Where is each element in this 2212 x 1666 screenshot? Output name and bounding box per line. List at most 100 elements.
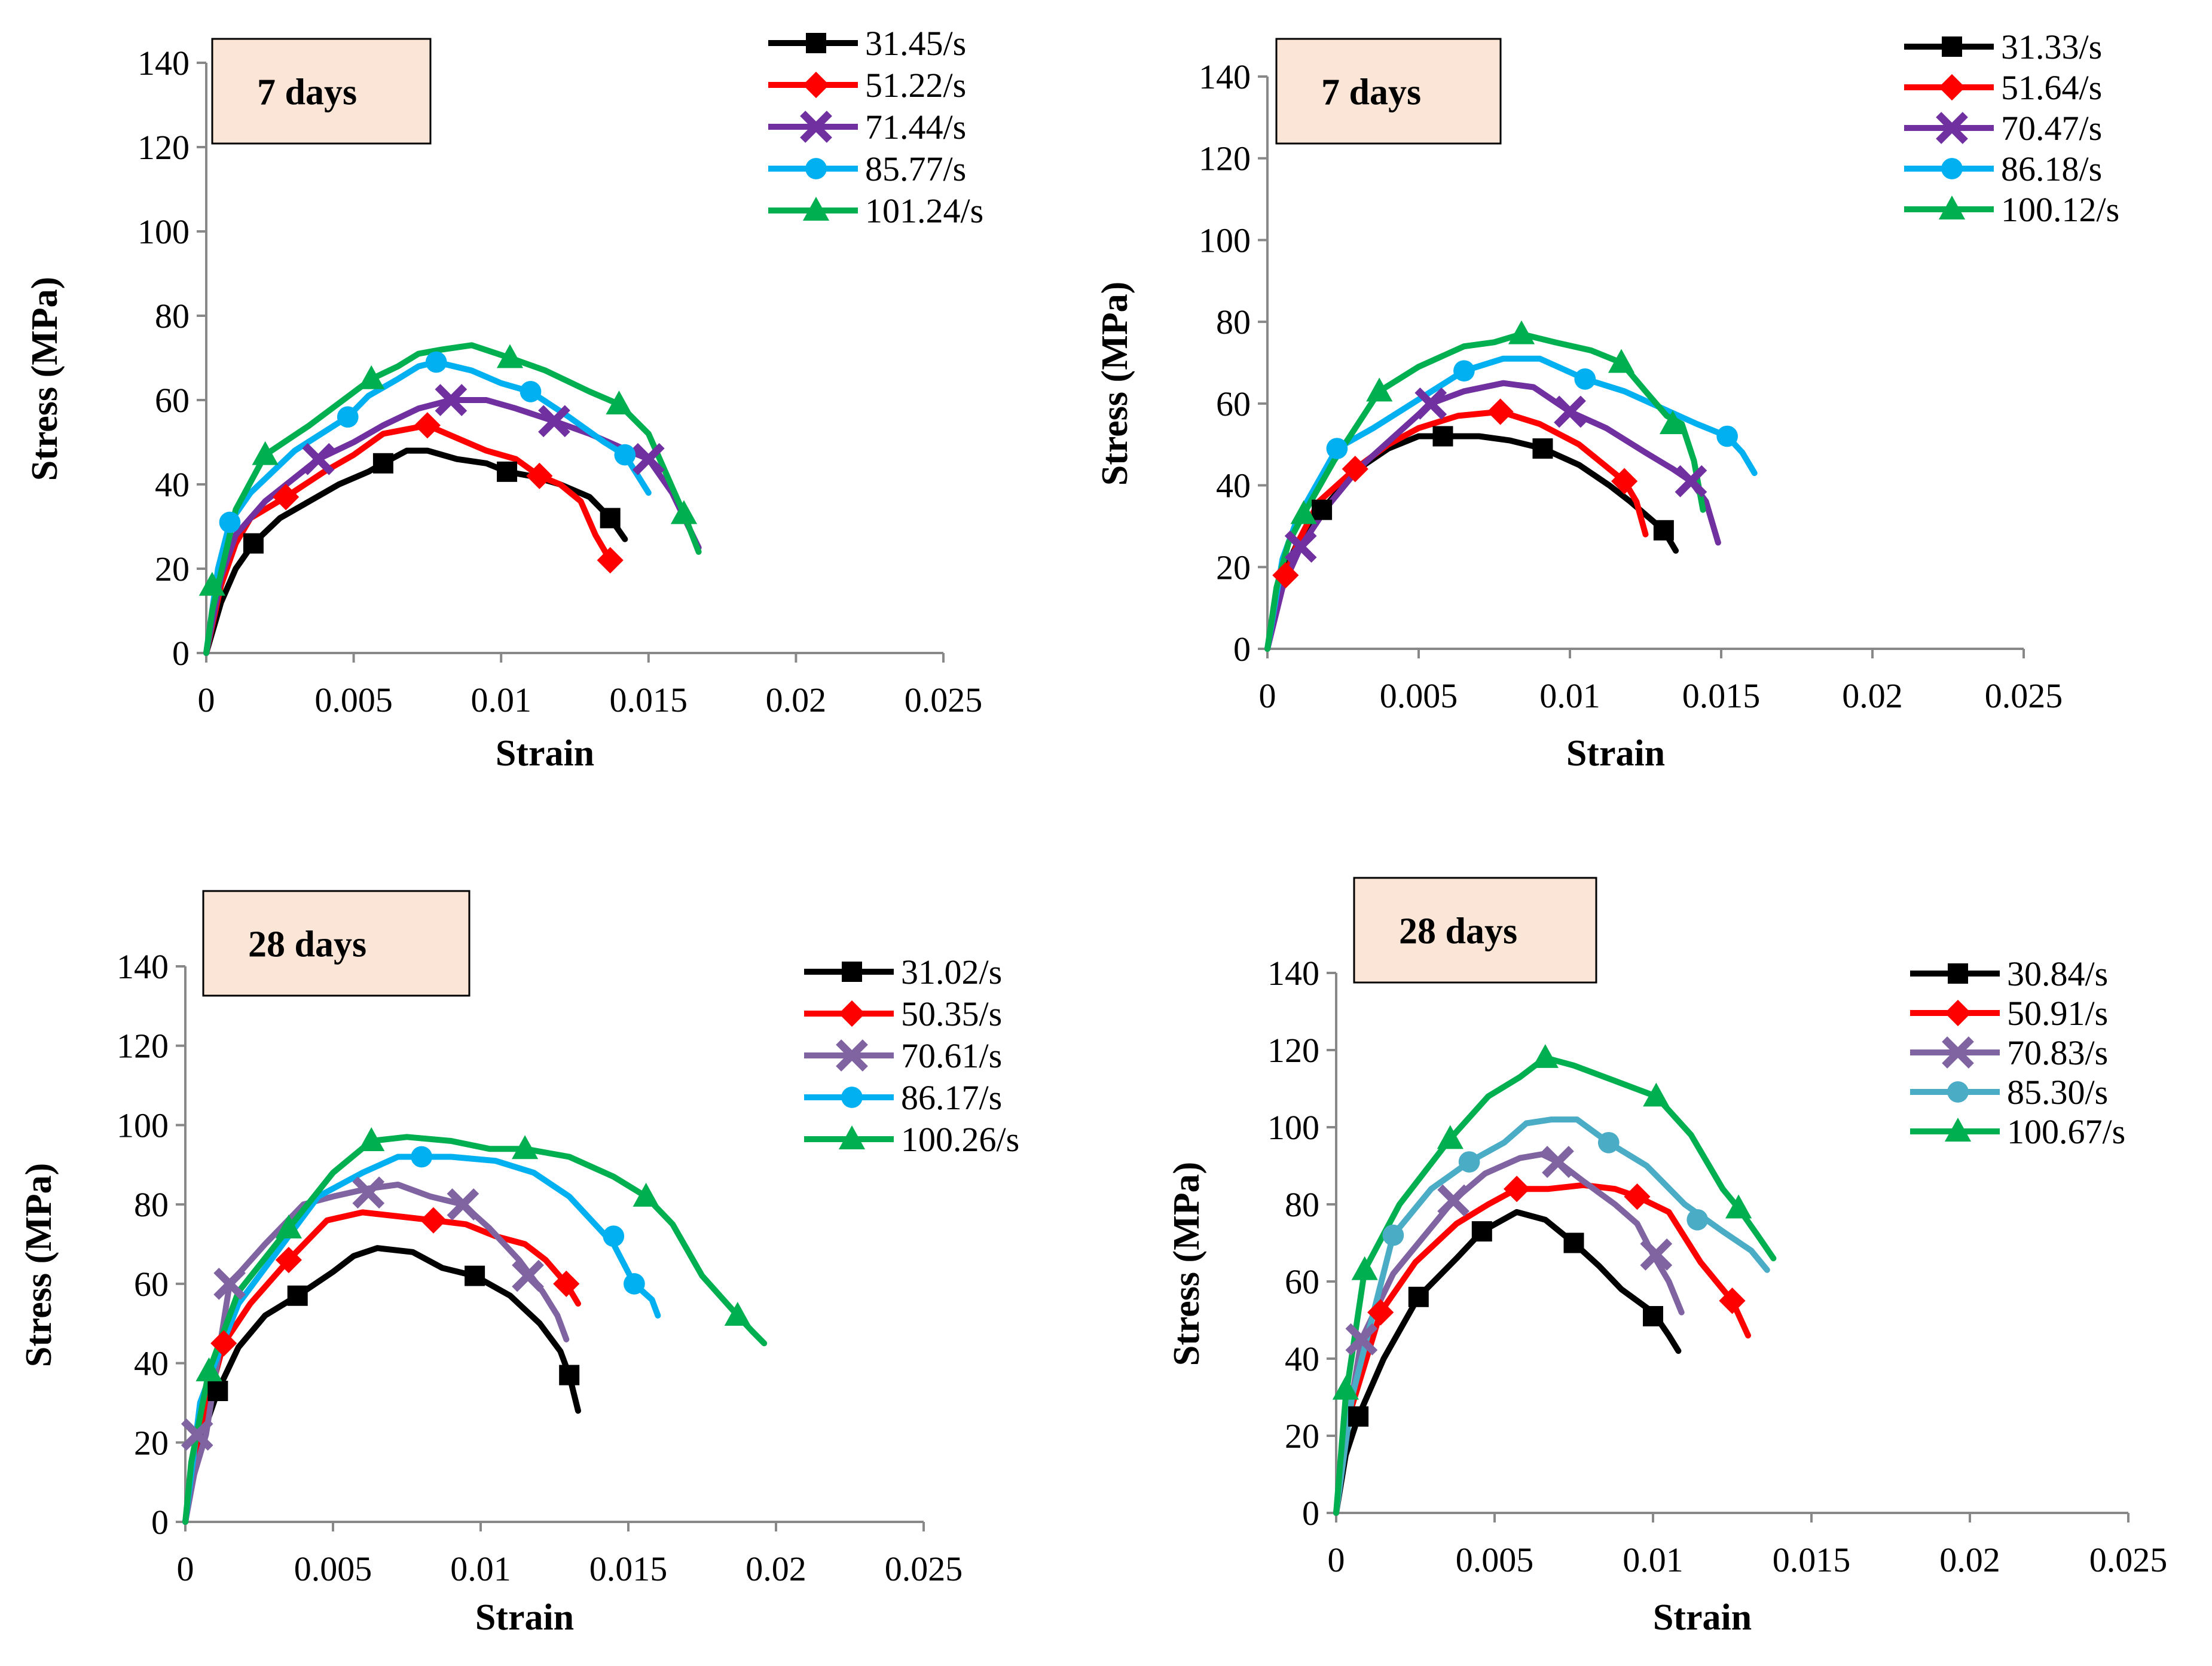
series-4-marker [1574,368,1596,390]
legend-marker [1947,1081,1969,1103]
legend-marker [802,71,830,99]
series-1-marker [372,453,393,474]
series-3-marker [1345,1323,1378,1356]
legend-marker [842,962,862,982]
series-3-marker [1542,1146,1574,1178]
series-1-marker [1408,1286,1429,1307]
legend-label: 71.44/s [865,108,966,147]
x-tick-label: 0.02 [1842,676,1903,715]
x-tick-label: 0.02 [1939,1540,2000,1579]
series-4-marker [1458,1151,1480,1173]
series-5-marker [1290,500,1317,524]
series-2-marker [420,1207,447,1234]
panel-label: 7 days [257,72,357,113]
y-tick-label: 60 [1216,385,1251,423]
y-tick-label: 40 [155,465,190,504]
y-tick-label: 100 [138,212,190,251]
legend-marker [806,33,826,53]
y-tick-label: 120 [1199,139,1251,178]
series-2-marker [273,484,300,511]
y-tick-label: 60 [134,1265,169,1304]
series-5-marker [252,441,279,465]
y-tick-label: 80 [155,297,190,335]
series-5-marker [1608,349,1635,373]
legend-label: 85.30/s [2007,1073,2108,1112]
legend-marker [1936,112,1968,144]
series-2-marker [1272,562,1299,589]
series-2-marker [1611,468,1638,495]
x-tick-label: 0.015 [1773,1540,1851,1579]
series-2-marker [553,1270,580,1297]
legend-label: 100.67/s [2007,1112,2125,1151]
panel-label: 28 days [248,924,366,965]
legend-label: 100.12/s [2001,190,2119,229]
x-tick-label: 0.025 [1985,676,2063,715]
series-2-marker [1719,1287,1746,1314]
panel-label-box [211,38,432,145]
series-1-marker [1653,520,1674,541]
series-line-1 [1333,1209,1682,1516]
legend-label: 51.22/s [865,66,966,105]
y-tick-label: 80 [1285,1185,1319,1224]
legend-label: 101.24/s [865,191,983,230]
x-tick-label: 0.015 [589,1549,668,1588]
panel-label-box [1353,877,1597,984]
y-tick-label: 120 [138,128,190,167]
series-4-marker [1597,1131,1620,1154]
series-3-marker [538,405,570,438]
series-line-3 [1333,1151,1685,1516]
series-1-marker [243,533,264,554]
y-tick-label: 100 [117,1106,169,1145]
series-3-marker [1284,530,1317,563]
y-axis-title: Stress (MPa) [19,1163,59,1367]
series-5-marker [1508,320,1535,344]
x-tick-label: 0.01 [450,1549,511,1588]
series-5-marker [1725,1194,1752,1219]
series-5-marker [195,1357,222,1381]
y-tick-label: 40 [1216,466,1251,505]
series-line-2 [1333,1182,1751,1516]
series-4-marker [425,351,447,373]
series-3-marker [1437,1184,1469,1217]
y-tick-label: 140 [1267,954,1319,993]
legend-label: 100.26/s [901,1120,1019,1159]
series-3-marker [181,1418,213,1451]
y-tick-label: 140 [1199,57,1251,96]
legend-label: 51.64/s [2001,68,2102,107]
y-tick-label: 20 [155,550,190,588]
series-5-marker [1351,1256,1378,1280]
y-axis-title: Stress (MPa) [1166,1162,1207,1366]
legend-marker [836,1039,868,1072]
y-axis-title: Stress (MPa) [1095,282,1135,486]
series-line-1 [1264,433,1679,652]
series-3-marker [213,1267,246,1300]
legend-label: 30.84/s [2007,954,2108,993]
series-4-marker [603,1225,625,1247]
series-2-marker [275,1246,302,1274]
chart-panel-1: 0 20 40 60 80 100 120 140 0 0.005 0.01 0.015 0.02 0.0… [25,24,983,774]
x-axis-title: Strain [1653,1597,1752,1638]
series-5-marker [358,1127,385,1151]
x-tick-label: 0 [1259,676,1276,715]
series-2-marker [414,412,441,439]
legend-marker [1941,158,1963,179]
x-tick-label: 0.015 [610,681,688,719]
y-tick-label: 80 [1216,303,1251,341]
legend-marker [1938,196,1966,219]
series-5-marker [633,1182,659,1207]
legend-marker [1938,74,1966,101]
series-4-marker [337,406,359,428]
y-tick-label: 0 [1302,1494,1319,1533]
y-tick-label: 20 [1285,1417,1319,1456]
series-line-2 [182,1209,581,1525]
x-tick-label: 0.025 [2089,1540,2168,1579]
series-1-marker [1348,1406,1369,1427]
legend-label: 50.35/s [901,994,1002,1033]
legend-label: 70.47/s [2001,109,2102,148]
series-3-marker [512,1259,544,1292]
y-tick-label: 100 [1199,221,1251,260]
